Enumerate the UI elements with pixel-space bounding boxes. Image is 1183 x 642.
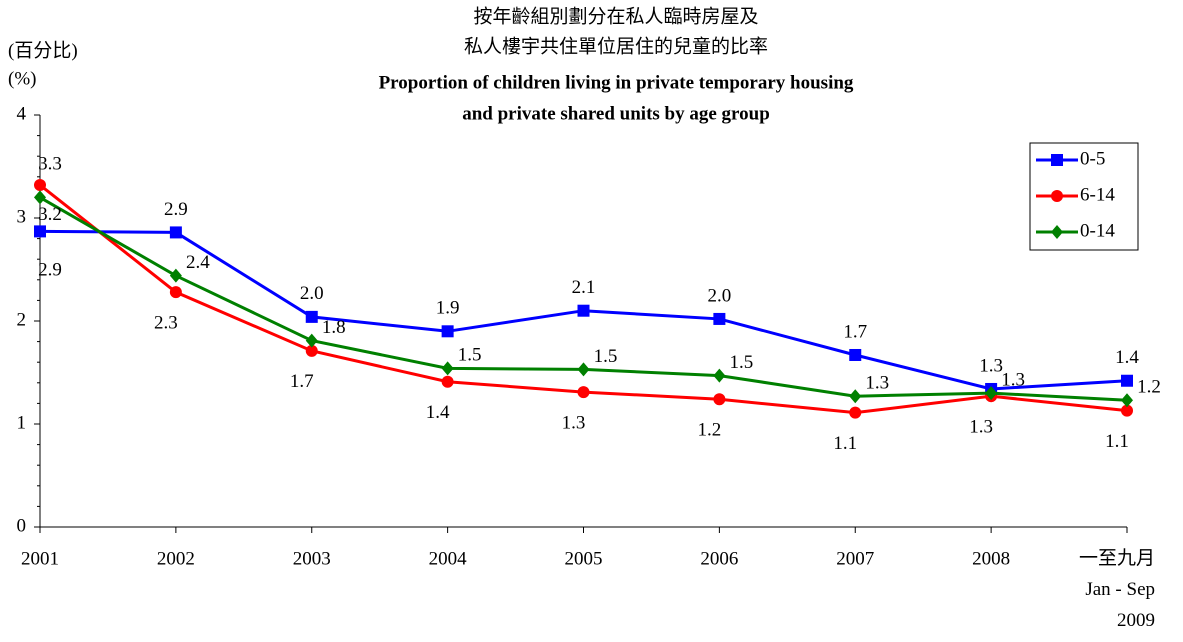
data-label: 1.2	[698, 420, 722, 441]
data-label: 1.4	[426, 402, 450, 423]
marker	[1121, 374, 1133, 387]
x-tick-label: 2003	[293, 548, 331, 569]
data-label: 1.3	[1001, 369, 1025, 390]
y-axis-label: (百分比)	[8, 39, 78, 61]
data-label: 2.9	[38, 260, 62, 281]
marker	[169, 268, 182, 283]
data-label: 1.9	[436, 298, 460, 319]
marker	[169, 286, 182, 299]
y-axis-label: (%)	[8, 68, 36, 89]
data-label: 2.0	[300, 283, 324, 304]
legend-marker	[1051, 190, 1063, 202]
marker	[441, 375, 454, 388]
x-tick-label: 2007	[836, 548, 874, 569]
marker	[305, 310, 318, 323]
marker	[849, 406, 862, 419]
marker	[577, 362, 590, 377]
marker	[713, 312, 726, 325]
marker	[34, 179, 46, 192]
data-label: 1.5	[730, 352, 754, 373]
legend-marker	[1051, 225, 1063, 239]
marker	[985, 386, 998, 401]
data-label: 2.3	[154, 313, 178, 334]
y-tick-label: 0	[17, 515, 27, 536]
legend-label: 0-14	[1080, 220, 1115, 241]
x-tick-label: 2001	[21, 548, 59, 569]
chart-subtitle: Proportion of children living in private…	[379, 72, 854, 93]
marker	[169, 226, 182, 239]
marker	[713, 368, 726, 383]
y-tick-label: 3	[17, 206, 27, 227]
marker	[577, 386, 590, 399]
marker	[305, 333, 318, 348]
series-line	[39, 183, 1128, 415]
data-label: 1.7	[843, 321, 867, 342]
data-label: 1.3	[562, 412, 586, 433]
y-tick-label: 2	[17, 309, 27, 330]
x-tick-label: 一至九月 Jan - Sep 2009	[1079, 547, 1155, 631]
data-label: 2.4	[186, 252, 210, 273]
data-label: 1.3	[979, 355, 1003, 376]
data-label: 1.1	[1105, 431, 1129, 452]
marker	[441, 361, 454, 376]
data-label: 3.3	[38, 153, 62, 174]
data-label: 2.9	[164, 199, 188, 220]
data-label: 1.8	[322, 317, 346, 338]
data-label: 3.2	[38, 204, 62, 225]
data-label: 1.3	[969, 417, 993, 438]
data-label: 1.2	[1137, 377, 1161, 398]
data-label: 1.3	[865, 373, 889, 394]
x-tick-label: 2002	[157, 548, 195, 569]
data-label: 1.5	[594, 346, 618, 367]
chart-title: 私人樓宇共住單位居住的兒童的比率	[464, 35, 768, 57]
marker	[441, 325, 454, 338]
marker	[849, 348, 862, 361]
marker	[305, 344, 318, 357]
y-tick-label: 1	[17, 412, 27, 433]
chart-title: 按年齡組別劃分在私人臨時房屋及	[473, 5, 758, 27]
marker	[713, 393, 726, 406]
x-tick-label: 2008	[972, 548, 1010, 569]
data-label: 1.4	[1115, 347, 1139, 368]
x-tick-label: 2004	[429, 548, 468, 569]
marker	[34, 225, 46, 238]
data-label: 2.1	[572, 277, 596, 298]
legend-label: 0-5	[1080, 148, 1105, 169]
data-label: 1.5	[458, 345, 482, 366]
marker	[1121, 393, 1133, 408]
y-tick-label: 4	[17, 103, 27, 124]
data-label: 1.7	[290, 371, 314, 392]
marker	[1121, 404, 1133, 417]
marker	[577, 304, 590, 317]
marker	[34, 190, 46, 205]
x-tick-label: 2006	[700, 548, 738, 569]
legend-label: 6-14	[1080, 184, 1115, 205]
x-tick-label: 2005	[565, 548, 603, 569]
data-label: 1.1	[833, 433, 857, 454]
data-label: 2.0	[708, 285, 732, 306]
legend-marker	[1051, 154, 1063, 166]
marker	[849, 389, 862, 404]
chart-subtitle: and private shared units by age group	[462, 103, 770, 124]
